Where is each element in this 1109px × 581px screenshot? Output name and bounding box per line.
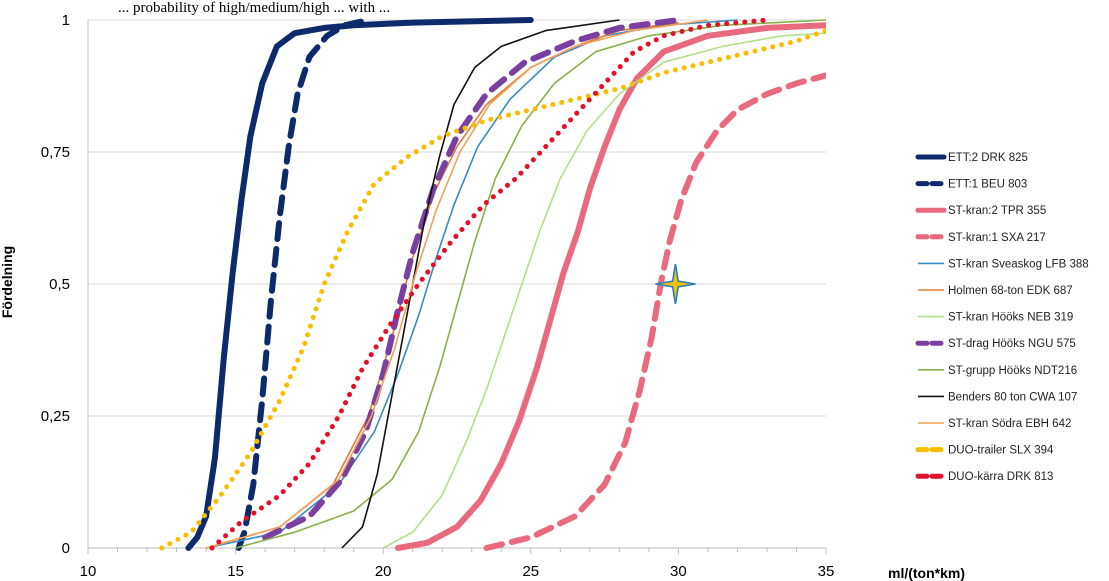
legend-item: ST-drag Hööks NGU 575 (915, 338, 1076, 350)
legend-label: Holmen 68-ton EDK 687 (948, 285, 1073, 297)
legend-item: ETT:2 DRK 825 (915, 152, 1028, 164)
x-tick-label: 15 (227, 563, 244, 580)
legend-item: ST-kran Södra EBH 642 (918, 418, 1071, 430)
series-line-8 (262, 17, 682, 541)
legend-label: ST-drag Hööks NGU 575 (948, 338, 1076, 350)
legend-item: Holmen 68-ton EDK 687 (918, 285, 1073, 297)
legend-label: ST-grupp Hööks NDT216 (948, 365, 1077, 377)
legend-item: ST-kran Hööks NEB 319 (918, 312, 1073, 324)
x-tick-label: 30 (670, 563, 687, 580)
top-caption-fragment: ... probability of high/medium/high ... … (118, 0, 390, 16)
star-marker-icon (655, 263, 696, 305)
series-line-6 (205, 21, 679, 549)
legend-label: ST-kran Hööks NEB 319 (948, 312, 1073, 324)
legend: ETT:2 DRK 825 ETT:1 BEU 803 ST-kran:2 TPR … (915, 152, 1089, 483)
series-line-13 (209, 17, 770, 551)
legend-label: ETT:2 DRK 825 (948, 152, 1028, 164)
legend-label: ST-kran Södra EBH 642 (948, 418, 1071, 430)
x-tick-label: 10 (80, 563, 97, 580)
y-tick-label: 0,25 (41, 408, 70, 425)
y-tick-label: 0,5 (49, 276, 70, 293)
legend-label: ST-kran Sveaskog LFB 388 (948, 258, 1089, 270)
legend-item: ETT:1 BEU 803 (915, 179, 1027, 191)
x-tick-label: 20 (375, 563, 392, 580)
y-tick-label: 0,75 (41, 144, 70, 161)
legend-item: ST-grupp Hööks NDT216 (918, 365, 1077, 377)
x-axis-title: ml/(ton*km) (888, 565, 965, 581)
legend-item: DUO-kärra DRK 813 (915, 471, 1053, 483)
series-line-7 (382, 32, 826, 549)
series-line-4 (483, 72, 826, 551)
x-tick-label: 25 (522, 563, 539, 580)
series-line-10 (341, 19, 620, 549)
series-line-11 (205, 19, 709, 549)
legend-label: ST-kran:1 SXA 217 (948, 232, 1046, 244)
legend-item: ST-kran:1 SXA 217 (915, 232, 1046, 244)
x-tick-label: 35 (818, 563, 835, 580)
plot-area: 0 0,25 0,5 0,75 1 10 15 20 25 30 35 (41, 12, 835, 580)
y-tick-label: 1 (62, 12, 70, 29)
y-tick-label: 0 (62, 540, 70, 557)
series-line-2 (235, 17, 372, 551)
series-line-3 (395, 22, 826, 551)
y-axis-title: Fördelning (0, 246, 15, 318)
legend-item: ST-kran:2 TPR 355 (915, 205, 1046, 217)
legend-label: Benders 80 ton CWA 107 (948, 391, 1077, 403)
legend-label: DUO-kärra DRK 813 (948, 471, 1053, 483)
series-group (159, 17, 826, 551)
legend-label: ETT:1 BEU 803 (948, 179, 1027, 191)
legend-label: DUO-trailer SLX 394 (948, 445, 1054, 457)
legend-item: DUO-trailer SLX 394 (915, 445, 1054, 457)
series-line-12 (159, 28, 826, 551)
series-line-9 (235, 19, 826, 549)
legend-item: ST-kran Sveaskog LFB 388 (918, 258, 1089, 270)
legend-label: ST-kran:2 TPR 355 (948, 205, 1046, 217)
legend-item: Benders 80 ton CWA 107 (918, 391, 1077, 403)
